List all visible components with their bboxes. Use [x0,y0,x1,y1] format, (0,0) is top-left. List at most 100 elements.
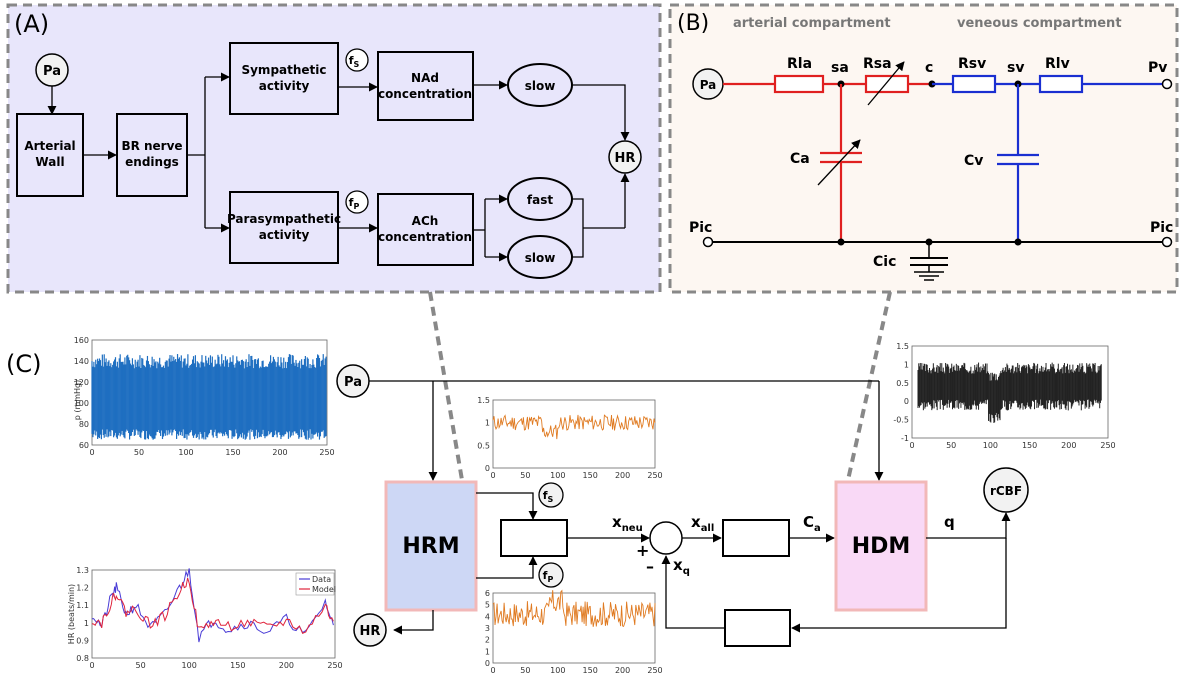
panel-b-letter: (B) [677,11,709,36]
x-tick-label: 0 [490,471,495,480]
x-tick-label: 200 [1061,441,1076,450]
x-tick-label: 0 [89,661,94,670]
slow-bottom-label: slow [525,251,556,265]
y-tick-label: 1.2 [76,584,89,593]
x-tick-label: 200 [272,448,287,457]
fp-c-label: fP [543,569,554,584]
y-tick-label: 0 [485,464,490,473]
hrm-block [384,480,478,612]
cv-label: Cv [964,153,983,169]
fp-line-path [492,589,656,627]
y-tick-label: 80 [79,420,89,429]
pa-label: Pa [43,64,61,79]
pic-right-terminal [1161,236,1173,248]
x-tick-label: 50 [136,661,146,670]
nad-box [377,51,474,121]
x-tick-label: 100 [182,661,197,670]
y-tick-label: 1 [904,360,909,369]
sa-label: sa [831,60,849,76]
br-nerve-line2: endings [125,155,179,169]
fs-series [492,414,656,440]
sympathetic-line1: Sympathetic [241,63,326,77]
rcbf-label: rCBF [990,484,1022,498]
fp-series [492,589,656,627]
panel-a-frame [6,3,662,294]
pv-terminal [1161,78,1173,90]
pa-b-label: Pa [700,78,717,92]
fs-c-label: fS [543,489,554,504]
ach-line1: ACh [412,214,439,228]
arterial-compartment-label: arterial compartment [733,16,891,31]
fp-node-c [538,562,564,588]
x-tick-label: 100 [550,471,565,480]
q-label: q [944,513,955,531]
x-tick-label: 200 [615,666,630,675]
fp-node-a [345,190,369,214]
fs-line-path [492,414,656,440]
hr-a-label: HR [615,151,636,166]
panel-a-letter: (A) [14,10,49,38]
y-tick-label: 0 [485,659,490,668]
x-tick-label: 150 [225,448,240,457]
y-tick-label: 120 [74,378,89,387]
c-a-label: Ca [803,513,821,534]
slow-top-label: slow [525,79,556,93]
panel-a: (A) Pa Arterial Wall BR nerve endings Sy… [6,3,662,294]
rla-resistor [773,74,825,94]
x-tick-label: 200 [279,661,294,670]
chart-hr: Data Model HR (beats/min) 0.8 0.9 1 1.1 1.2 1… [67,566,343,670]
x-tick-label: 50 [520,471,530,480]
chart-bold: -1 -0.5 0 0.5 1 1.5 0 50 100 150 200 250 [893,342,1115,450]
rsa-resistor [864,74,910,94]
hr-line-model [91,577,334,634]
y-tick-label: 0.5 [477,441,490,450]
pic-left-label: Pic [689,220,712,236]
arterial-wall-line2: Wall [35,155,64,169]
rsa-label: Rsa [863,56,892,72]
c-label: c [925,60,933,76]
x-tick-label: 150 [1022,441,1037,450]
flow-block [722,519,790,557]
x-tick-label: 250 [1100,441,1115,450]
y-tick-label: 1.5 [896,342,909,351]
y-tick-label: 0 [904,397,909,406]
x-tick-label: 50 [520,666,530,675]
y-tick-label: 160 [74,336,89,345]
y-tick-label: 0.9 [76,636,89,645]
cic-label: Cic [873,254,896,270]
nad-line1: NAd [411,71,439,85]
panel-b: (B) arterial compartment veneous compart… [668,3,1179,294]
y-tick-label: 6 [485,589,490,598]
rsv-resistor [951,74,997,94]
fs-node-a [345,48,369,72]
nad-line2: concentration [378,87,472,101]
parasympathetic-line1: Parasympathetic [227,212,341,226]
plus-sign: + [636,541,649,560]
hrm-label: HRM [402,534,459,559]
x-tick-label: 250 [647,471,662,480]
panel-c-letter: (C) [6,350,41,378]
rsv-label: Rsv [958,56,986,72]
x-tick-label: 50 [134,448,144,457]
rcbf-node [983,467,1029,513]
y-tick-label: 0.8 [76,654,89,663]
hdm-block [834,480,928,612]
hdm-label: HDM [852,534,911,559]
hr-node-a [608,140,642,174]
legend-data: Data [312,575,331,584]
bold-band [917,362,1102,423]
rla-label: Rla [787,56,812,72]
y-tick-label: 100 [74,399,89,408]
panel-c: (C) Pa HRM HR fS fP xneu + – xq xall [6,350,1029,647]
pic-left-terminal [702,236,714,248]
sum-node [649,521,683,555]
bp-ylabel: p (mmHg) [73,380,82,421]
fs-node-c [538,482,564,508]
x-tick-label: 150 [583,666,598,675]
rlv-resistor [1038,74,1084,94]
y-tick-label: -0.5 [893,416,909,425]
chart-pressure: p (mmHg) 60 80 100 120 140 160 0 50 100 150 200 250 [73,336,335,457]
parasympathetic-line2: activity [259,228,310,242]
y-tick-label: -1 [901,434,909,443]
